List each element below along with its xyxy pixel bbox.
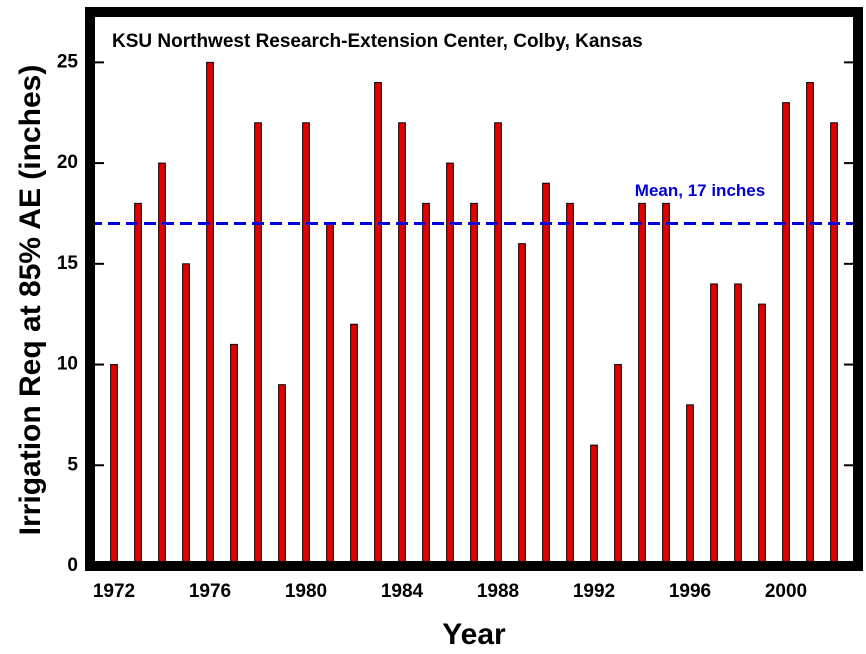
y-axis-label: Irrigation Req at 85% AE (inches): [14, 65, 47, 536]
bar: [638, 202, 646, 567]
bar: [422, 202, 430, 567]
bar: [542, 182, 550, 567]
bar: [782, 102, 790, 567]
bar: [494, 122, 502, 567]
bar: [254, 122, 262, 567]
bar: [830, 122, 838, 567]
x-axis-label: Year: [442, 618, 506, 651]
bar: [734, 283, 742, 567]
bar: [230, 343, 238, 567]
y-tick-label: 25: [57, 51, 79, 72]
y-tick-label: 10: [57, 354, 78, 375]
bar: [182, 263, 190, 567]
x-tick-label: 1996: [669, 581, 711, 602]
plot-frame: [85, 7, 863, 571]
bar: [566, 202, 574, 567]
x-tick-label: 1972: [93, 581, 135, 602]
bar: [614, 364, 622, 567]
mean-label: Mean, 17 inches: [635, 181, 765, 200]
bar: [110, 364, 118, 567]
bar: [758, 303, 766, 567]
y-tick-label: 15: [57, 253, 79, 274]
bar: [350, 323, 358, 567]
bar: [590, 444, 598, 567]
x-tick-label: 1976: [189, 581, 231, 602]
bar: [662, 202, 670, 567]
y-tick-label: 5: [67, 454, 78, 475]
bar: [806, 82, 814, 567]
bar: [398, 122, 406, 567]
bar: [518, 243, 526, 567]
bar: [302, 122, 310, 567]
bar: [278, 384, 286, 567]
chart-title: KSU Northwest Research-Extension Center,…: [112, 31, 643, 52]
x-tick-label: 2000: [765, 581, 807, 602]
bar: [206, 61, 214, 567]
bar: [710, 283, 718, 567]
bar: [470, 202, 478, 567]
x-tick-label: 1992: [573, 581, 615, 602]
bar: [134, 202, 142, 567]
bar: [686, 404, 694, 567]
x-tick-label: 1980: [285, 581, 327, 602]
x-tick-label: 1988: [477, 581, 519, 602]
y-tick-label: 20: [57, 152, 78, 173]
bar: [374, 82, 382, 567]
bar: [326, 223, 334, 567]
y-tick-label: 0: [67, 555, 78, 576]
x-tick-label: 1984: [381, 581, 424, 602]
